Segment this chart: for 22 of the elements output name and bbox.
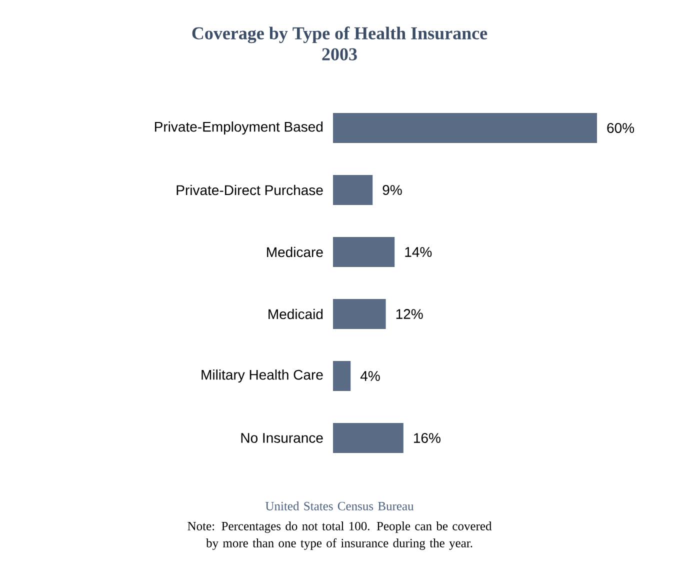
data-label: 12%: [396, 309, 423, 319]
chart-title: Coverage by Type of Health Insurance: [192, 26, 488, 44]
y-tick-label: Private-Employment Based: [154, 121, 323, 135]
data-label: 4%: [360, 371, 380, 381]
bar: [333, 299, 386, 329]
bar: [333, 361, 351, 391]
y-tick-label: No Insurance: [241, 433, 323, 443]
bar: [333, 113, 597, 143]
bar: [333, 423, 404, 453]
text: United States Census Bureau: [265, 502, 414, 510]
y-tick-label: Private-Direct Purchase: [176, 184, 323, 196]
y-tick-label: Medicare: [267, 246, 323, 258]
y-tick-label: Military Health Care: [202, 369, 323, 383]
text: Note: Percentages do not total 100. People can be covered by more than one type of insurance during the year.: [188, 522, 492, 550]
bar: [333, 175, 373, 205]
y-tick-label: Medicaid: [268, 308, 323, 320]
bar: [333, 237, 395, 267]
data-label: 16%: [414, 433, 440, 443]
data-label: 14%: [405, 247, 432, 257]
data-label: 60%: [607, 123, 634, 133]
data-label: 9%: [382, 185, 402, 195]
chart-subtitle: 2003: [322, 48, 357, 60]
